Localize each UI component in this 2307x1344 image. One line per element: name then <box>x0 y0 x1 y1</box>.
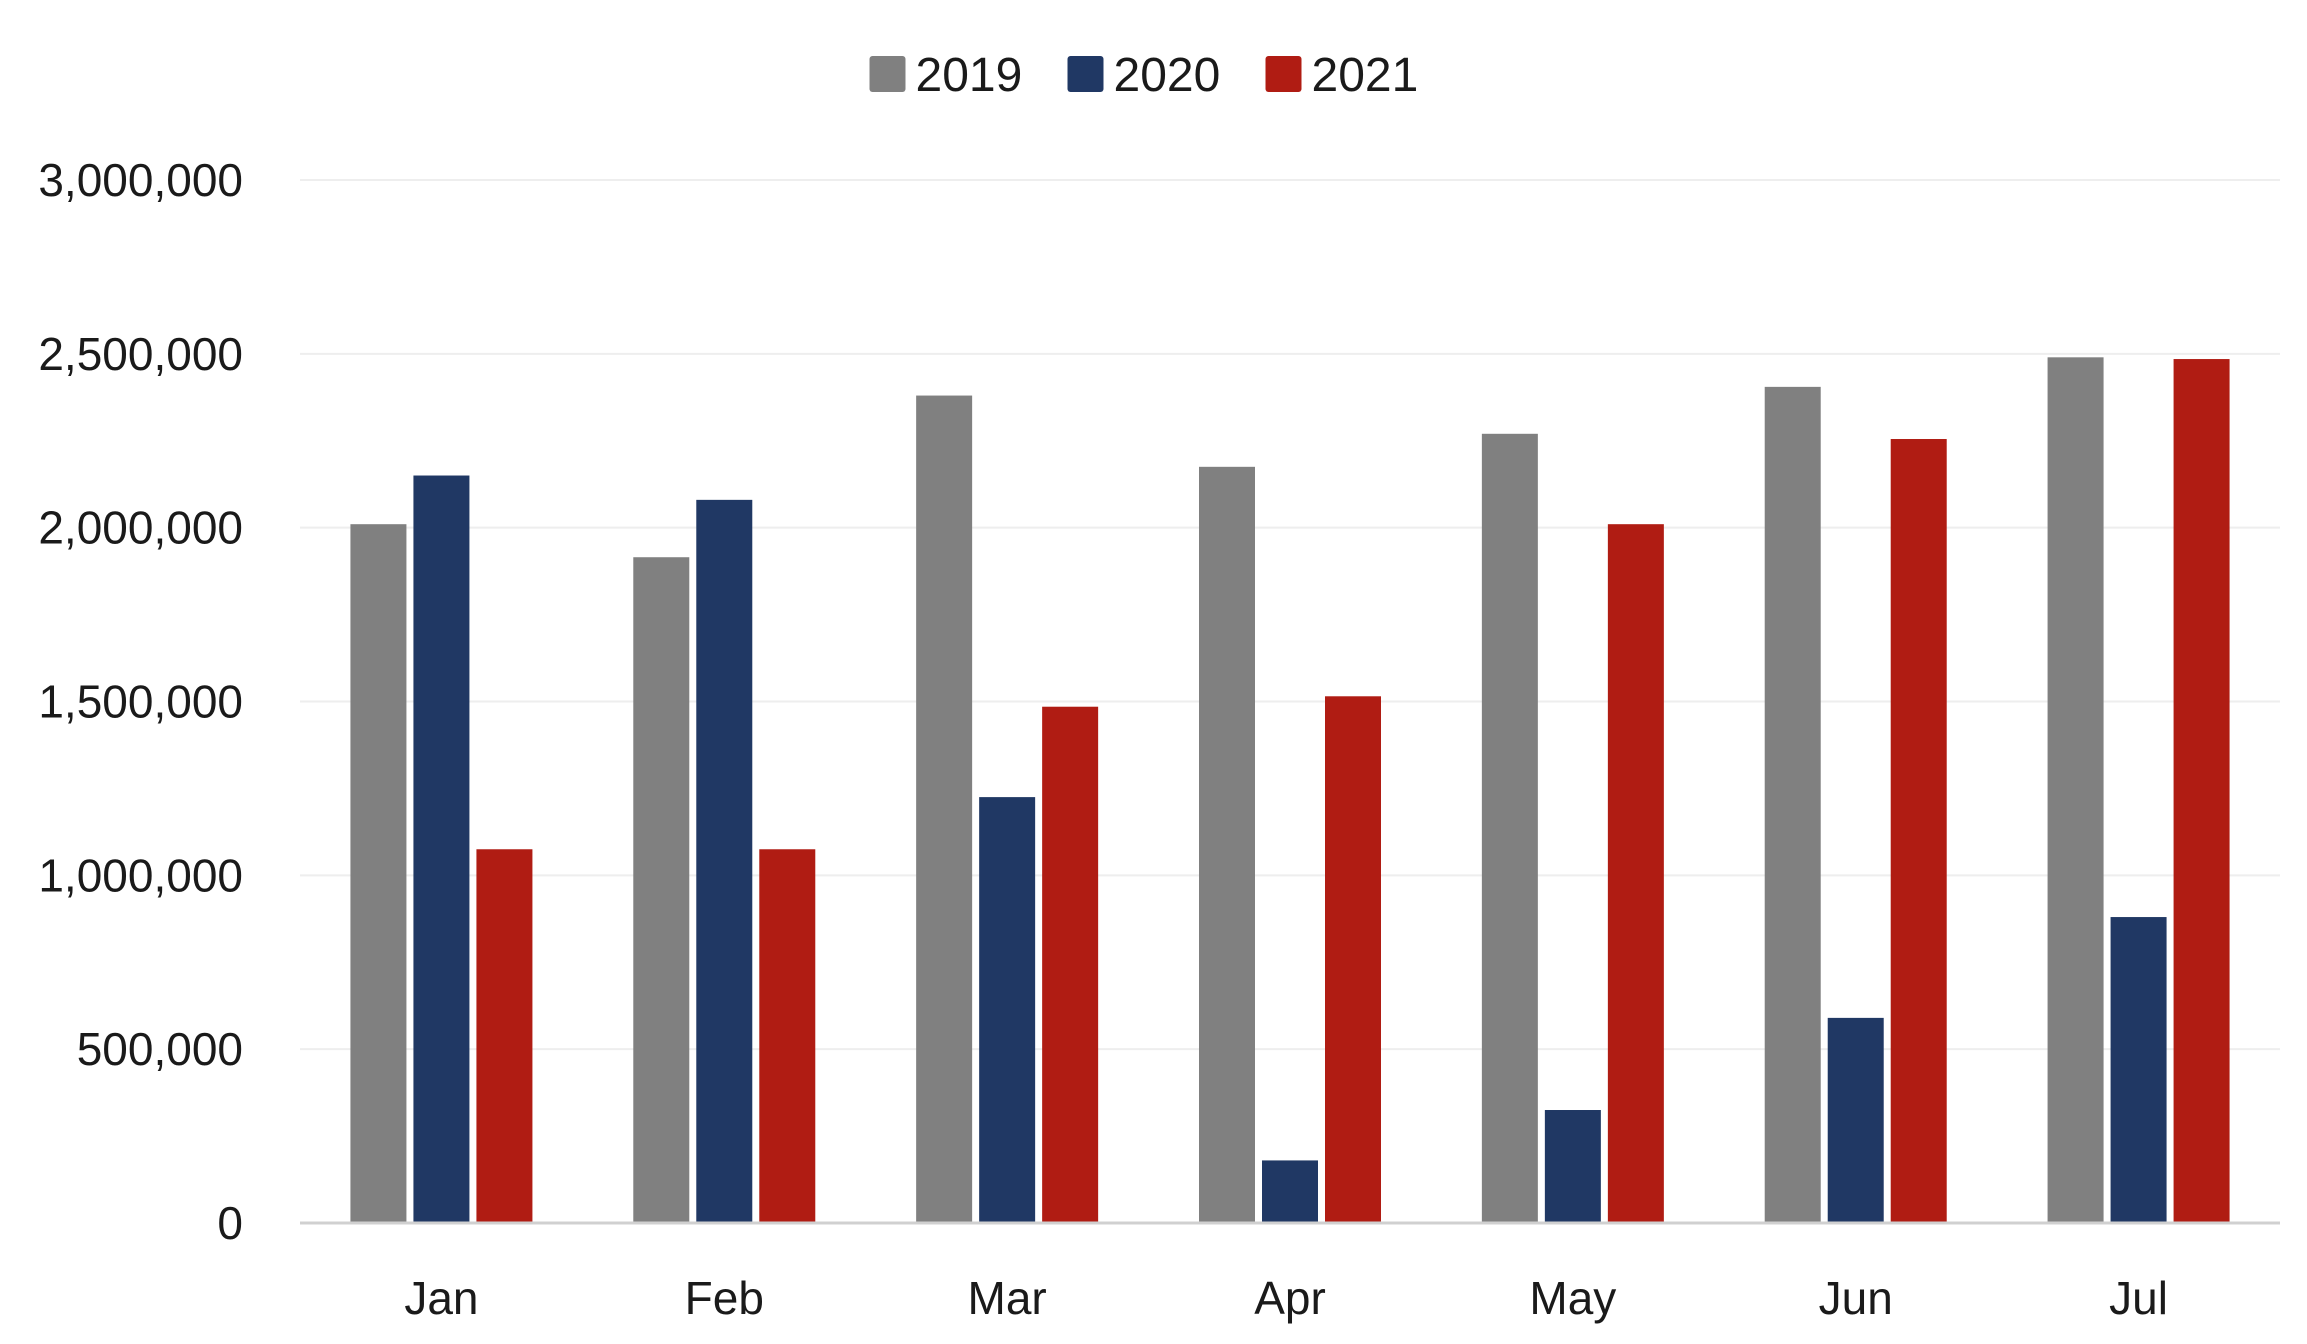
x-tick-label: May <box>1529 1272 1616 1324</box>
y-tick-label: 1,500,000 <box>38 676 243 728</box>
legend-label: 2019 <box>916 49 1023 102</box>
bar-2019-may <box>1481 433 1538 1224</box>
legend-swatch <box>869 56 906 92</box>
x-tick-label: Jun <box>1819 1272 1893 1324</box>
bar-2021-jun <box>1890 439 1947 1223</box>
bar-2020-jan <box>413 475 470 1223</box>
legend-item-2020: 2020 <box>1067 49 1221 102</box>
bar-2021-jul <box>2173 359 2230 1223</box>
y-tick-label: 1,000,000 <box>38 849 243 901</box>
legend: 2019 2020 2021 <box>869 49 1419 102</box>
bar-2019-feb <box>633 557 690 1223</box>
gridlines <box>300 179 2280 1051</box>
y-tick-label: 2,000,000 <box>38 502 243 554</box>
bar-2019-jun <box>1764 386 1821 1223</box>
bar-2020-mar <box>979 797 1036 1223</box>
y-tick-label: 3,000,000 <box>38 154 243 206</box>
bar-2020-feb <box>696 499 753 1223</box>
bar-2020-jun <box>1827 1017 1884 1223</box>
x-tick-label: Jan <box>404 1272 478 1324</box>
bar-2019-jul <box>2047 357 2104 1223</box>
bar-2020-apr <box>1262 1160 1318 1223</box>
bar-2019-jan <box>350 524 407 1223</box>
legend-item-2019: 2019 <box>869 49 1023 102</box>
legend-label: 2021 <box>1312 49 1419 102</box>
x-axis: Jan Feb Mar Apr May Jun Jul <box>300 1221 2280 1324</box>
bar-2021-mar <box>1042 706 1099 1223</box>
x-tick-label: Feb <box>685 1272 764 1324</box>
x-tick-label: Apr <box>1254 1272 1326 1324</box>
bar-2021-apr <box>1325 696 1381 1223</box>
legend-swatch <box>1067 56 1104 92</box>
bar-2021-may <box>1607 524 1664 1223</box>
y-axis: 0 500,000 1,000,000 1,500,000 2,000,000 2,500… <box>38 154 243 1249</box>
legend-label: 2020 <box>1114 49 1221 102</box>
legend-swatch <box>1265 56 1302 92</box>
x-tick-label: Mar <box>968 1272 1047 1324</box>
y-tick-label: 2,500,000 <box>38 328 243 380</box>
bar-2019-apr <box>1199 466 1255 1223</box>
legend-item-2021: 2021 <box>1265 49 1419 102</box>
y-tick-label: 0 <box>217 1197 243 1249</box>
bar-2019-mar <box>916 395 973 1223</box>
bar-2021-jan <box>476 849 533 1223</box>
y-tick-label: 500,000 <box>77 1023 243 1075</box>
bar-2020-may <box>1544 1110 1601 1223</box>
bars <box>350 357 2230 1224</box>
bar-2021-feb <box>759 849 816 1223</box>
bar-2020-jul <box>2110 917 2167 1223</box>
x-tick-label: Jul <box>2109 1272 2168 1324</box>
